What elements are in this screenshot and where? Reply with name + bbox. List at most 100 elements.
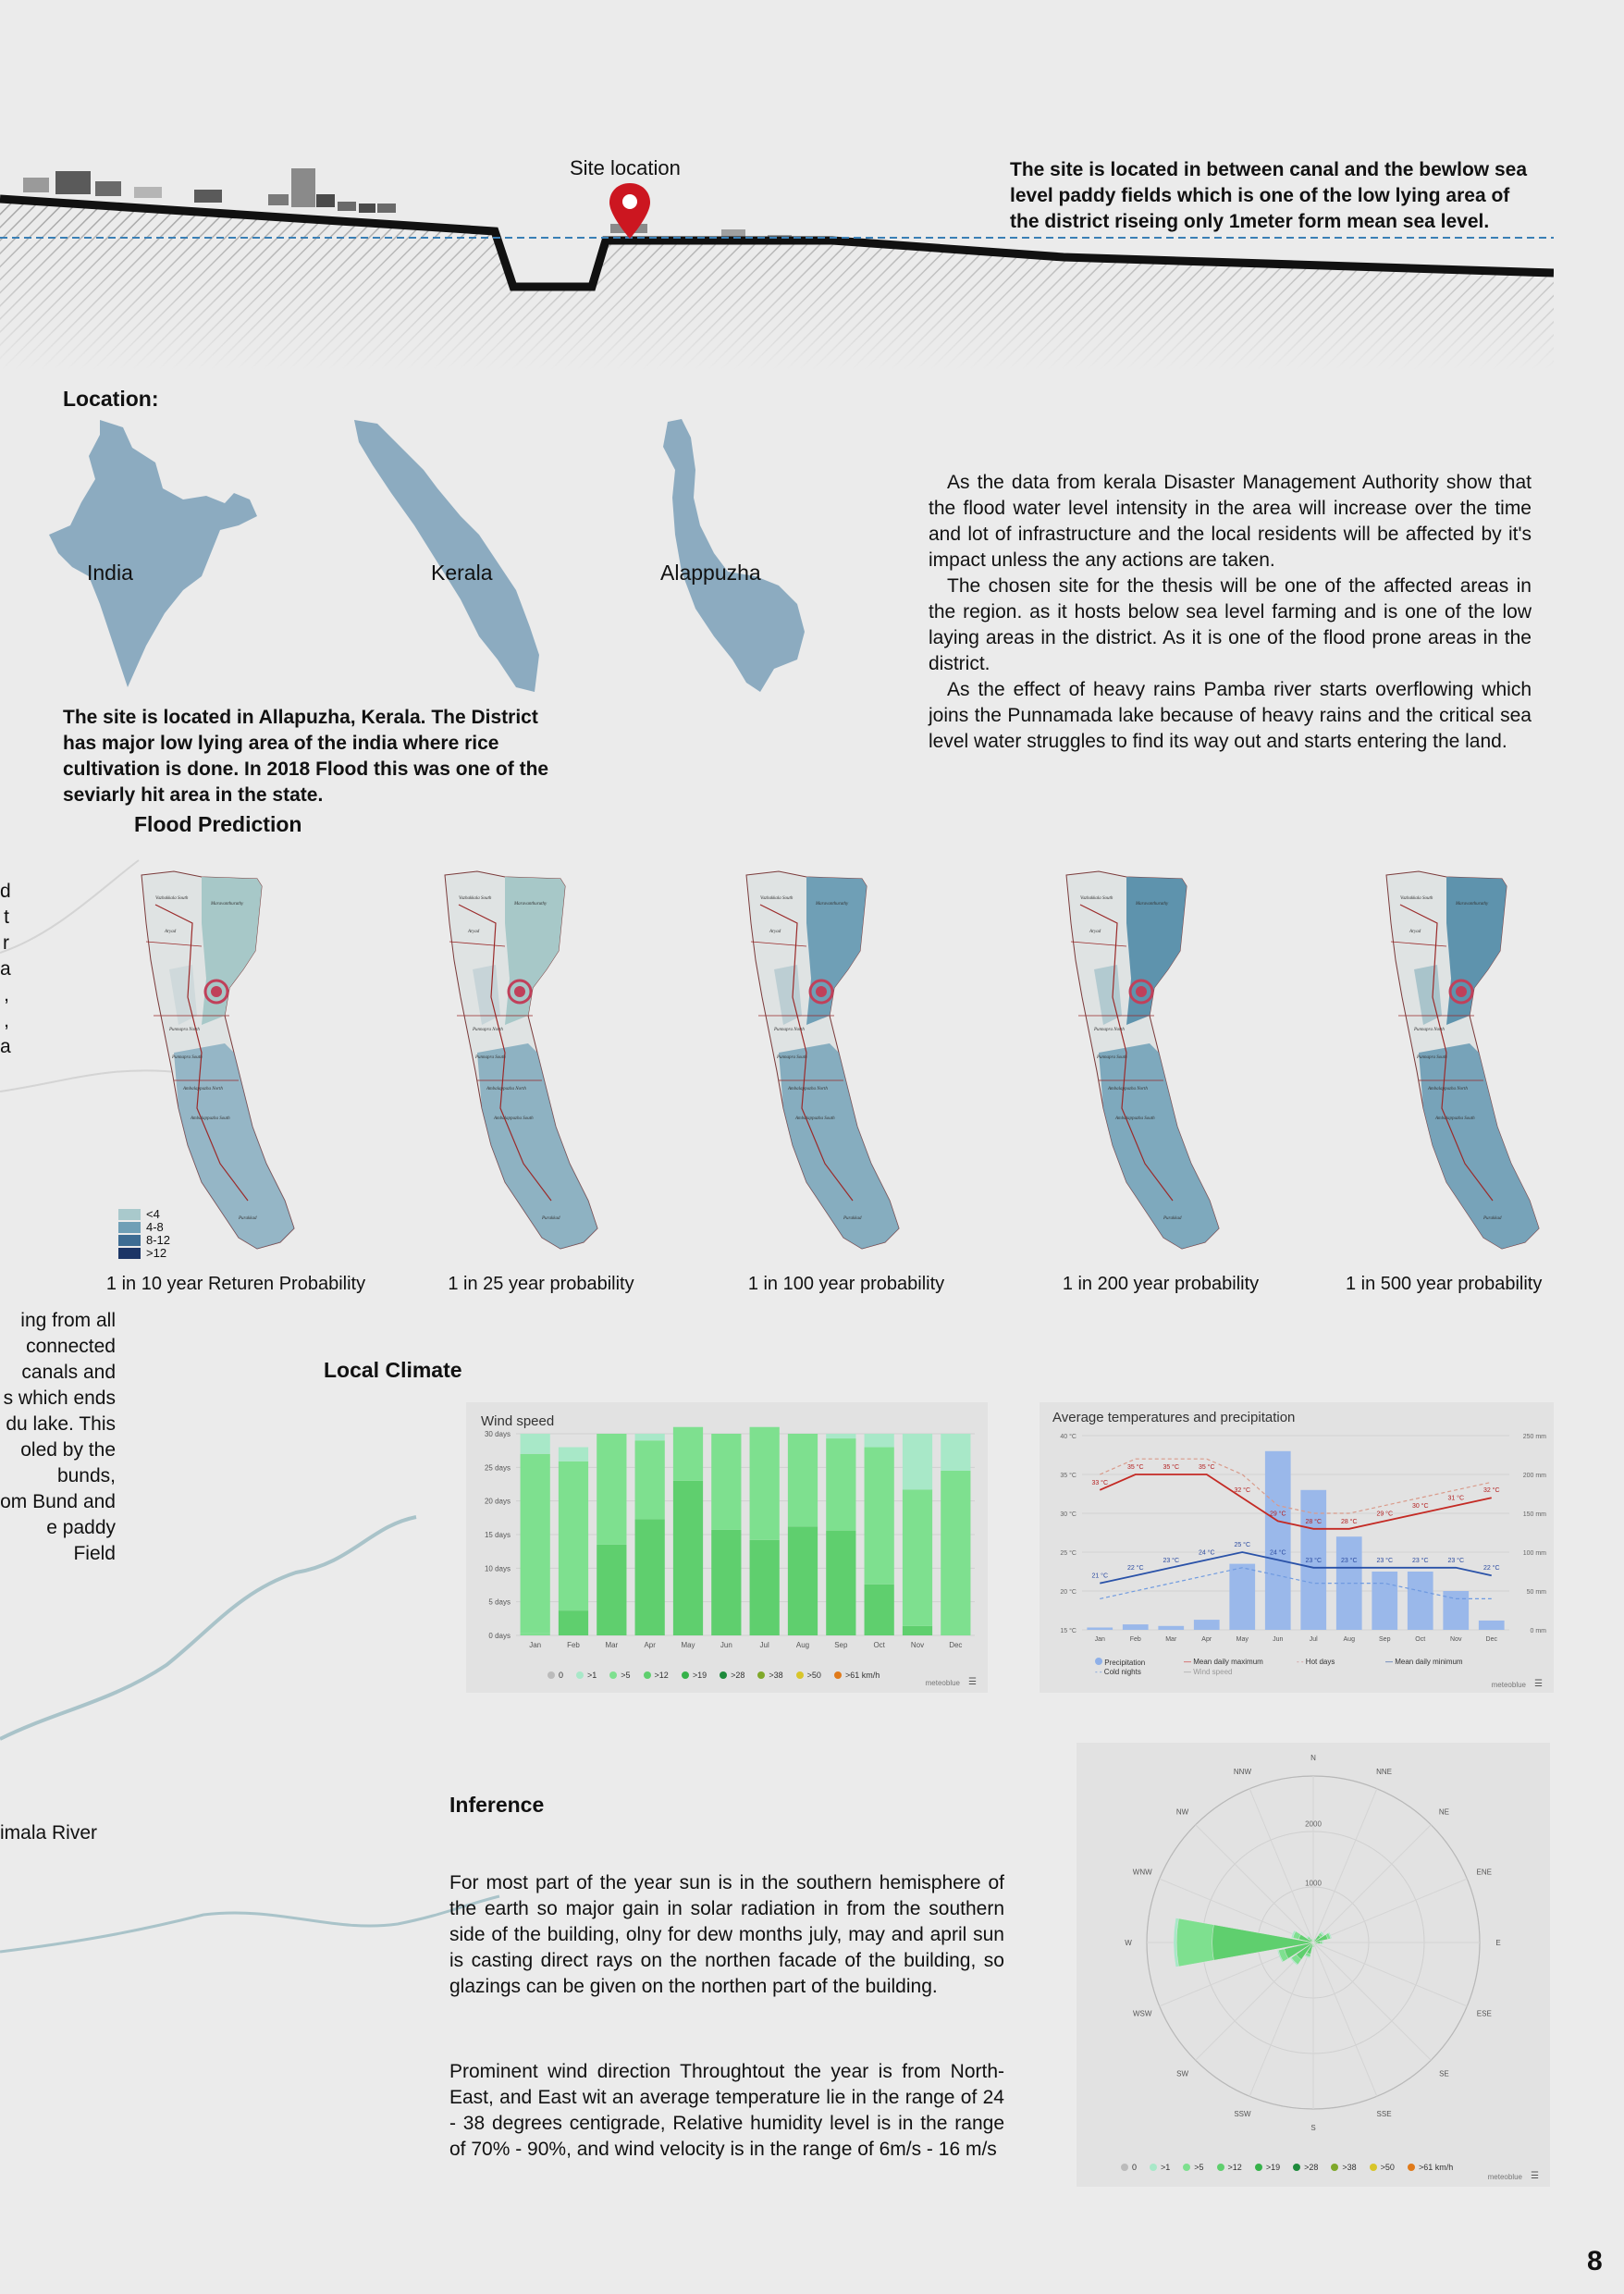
fragment: d [0,881,11,902]
flood-zone-south [1099,1043,1219,1249]
direction-label: ESE [1477,2010,1492,2018]
x-tick-label: Apr [644,1641,656,1649]
legend-label: >61 km/h [844,1671,880,1680]
menu-icon[interactable]: ☰ [1531,2171,1539,2181]
legend-swatch [118,1209,141,1220]
max-temp-label: 29 °C [1376,1510,1393,1517]
flood-prediction-heading: Flood Prediction [134,812,302,836]
legend-label: >1 [587,1671,597,1680]
direction-label: NW [1176,1808,1189,1817]
legend-label: Mean daily minimum [1395,1658,1463,1666]
legend-label: >28 [731,1671,745,1680]
legend-item: >12 [1216,2163,1242,2172]
y-right-tick: 200 mm [1523,1473,1546,1479]
flood-analysis-text: As the data from kerala Disaster Managem… [929,470,1532,755]
road-line [1399,904,1494,1202]
legend-label: >50 [1380,2163,1395,2172]
place-label: Ambalappuzha South [1434,1116,1475,1121]
fragment: du lake. This [6,1413,116,1435]
wind-speed-chart-panel: Wind speed 0 days 5 days 10 days 15 days 20 … [466,1402,988,1693]
min-temp-label: 22 °C [1127,1564,1144,1572]
precipitation-bar [1443,1591,1470,1630]
place-label: Punnapra South [776,1055,807,1060]
place-label: Maravanthuruthy [1135,902,1169,906]
place-label: Ambalappuzha North [1427,1087,1468,1092]
legend-label: 4-8 [146,1220,164,1234]
flood-zone-south [477,1043,597,1249]
legend-item: >61 km/h [1407,2163,1453,2172]
legend-min: — Mean daily minimum [1385,1658,1463,1666]
location-heading: Location: [63,387,159,411]
rose-wedge [1306,1942,1314,1955]
y-tick-label: 15 days [485,1531,511,1539]
flood-map-5: Vazhakkala South Maravanthuruthy Aryad Punn… [1385,870,1540,1250]
fragment: a [0,1036,11,1057]
flood-map-2: Vazhakkala South Maravanthuruthy Aryad Punn… [444,870,598,1250]
legend-item: >38 [757,1671,783,1680]
legend-item: >19 [1254,2163,1280,2172]
y-tick-label: 0 days [488,1632,511,1640]
wind-bar-segment [711,1434,742,1530]
rose-spoke [1312,1942,1378,2097]
map-label-india: India [87,561,133,585]
min-temp-label: 21 °C [1091,1572,1108,1580]
direction-label: S [1310,2124,1315,2132]
legend-item: 8-12 [118,1234,170,1247]
flood-zone-east [202,877,262,1025]
menu-icon[interactable]: ☰ [1534,1679,1543,1689]
x-tick-label: Oct [1415,1636,1425,1643]
wind-bar-segment [520,1633,550,1635]
max-temp-label: 31 °C [1447,1495,1464,1502]
wind-bar-segment [634,1440,665,1520]
flood-zone-north [1414,965,1442,1025]
left-cut-fragments-top: d t r a , , a [0,879,11,1060]
boundary-line [1070,941,1163,1081]
legend-label: Cold nights [1103,1668,1141,1676]
meteoblue-credit: meteoblue [1487,2173,1522,2181]
precipitation-bar [1193,1620,1220,1630]
y-tick-label: 5 days [488,1598,511,1607]
y-right-tick: 0 mm [1531,1628,1547,1634]
max-temp-label: 30 °C [1412,1502,1429,1510]
rose-spoke [1159,1878,1314,1943]
flood-legend: <4 4-8 8-12 >12 [118,1208,170,1260]
x-tick-label: Jul [760,1641,769,1649]
wind-rose-chart: N NNE NE ENE E ESE SE SSE S SSW SW WSW W WNW NW NNW 1000… [1125,1754,1500,2132]
legend-dot [1331,2164,1339,2171]
flood-zone-south [1419,1043,1539,1249]
legend-dot [1369,2164,1377,2171]
map-label-kerala: Kerala [431,561,493,585]
place-label: Maravanthuruthy [1455,902,1489,906]
legend-dot [643,1671,651,1679]
rose-wedge [1312,1933,1328,1943]
precipitation-bar [1407,1572,1433,1630]
legend-label: Wind speed [1193,1668,1233,1676]
legend-item: >28 [1293,2163,1318,2172]
legend-item: >5 [609,1671,631,1680]
x-tick-label: Jul [1310,1636,1318,1643]
site-marker-ring [1448,979,1474,1005]
legend-dot [681,1671,689,1679]
site-marker-ring [507,979,533,1005]
x-tick-label: Oct [873,1641,885,1649]
y-left-tick: 35 °C [1060,1472,1077,1479]
legend-dot [833,1671,842,1679]
flood-map-3: Vazhakkala South Maravanthuruthy Aryad Punn… [745,870,900,1250]
analysis-paragraph: As the effect of heavy rains Pamba river… [929,679,1532,752]
place-label: Ambalappuzha South [190,1116,230,1121]
y-left-tick: 40 °C [1060,1433,1077,1440]
wind-bar-segment [558,1447,589,1462]
flood-zone-north [774,965,802,1025]
precipitation-bar [1122,1624,1149,1630]
inference-heading: Inference [449,1793,545,1817]
flood-zone-east [1126,877,1187,1025]
boundary-line [449,941,542,1081]
legend-label: Precipitation [1104,1659,1146,1667]
x-tick-label: Sep [1379,1636,1391,1643]
wind-bar-segment [672,1426,704,1481]
inference-paragraph-1: For most part of the year sun is in the … [449,1872,1004,1997]
legend-label: Mean daily maximum [1193,1658,1263,1666]
menu-icon[interactable]: ☰ [968,1677,977,1687]
place-label: Punnapra South [474,1055,506,1060]
x-tick-label: Mar [1165,1636,1177,1643]
